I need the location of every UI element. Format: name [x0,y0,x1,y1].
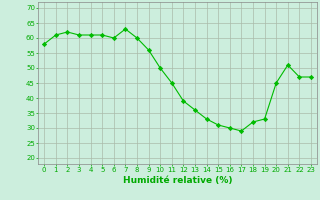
X-axis label: Humidité relative (%): Humidité relative (%) [123,176,232,185]
